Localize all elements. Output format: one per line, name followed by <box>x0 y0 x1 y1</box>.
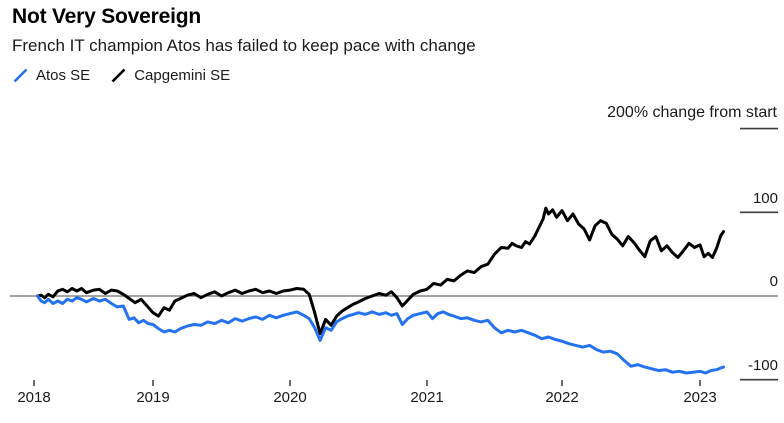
legend-item-capgemini: Capgemini SE <box>110 67 230 84</box>
legend: Atos SE Capgemini SE <box>12 67 230 84</box>
page-title: Not Very Sovereign <box>12 5 201 28</box>
x-tick-label: 2021 <box>410 389 444 406</box>
x-tick-label: 2019 <box>136 389 170 406</box>
chart-subtitle: French IT champion Atos has failed to ke… <box>12 36 476 55</box>
legend-label: Capgemini SE <box>134 67 231 84</box>
y-axis-unit-label: 200% change from start <box>607 104 777 121</box>
y-tick-label-0: 0 <box>769 273 778 290</box>
x-tick-label: 2020 <box>273 389 307 406</box>
slash-icon <box>111 68 126 83</box>
slash-icon <box>13 68 28 83</box>
legend-item-atos: Atos SE <box>12 67 90 84</box>
x-tick-label: 2018 <box>17 389 51 406</box>
x-tick-label: 2023 <box>683 389 717 406</box>
y-tick-label-100: 100 <box>752 190 778 207</box>
x-tick-label: 2022 <box>545 389 579 406</box>
legend-label: Atos SE <box>36 67 91 84</box>
y-tick-label-neg100: -100 <box>747 357 778 374</box>
